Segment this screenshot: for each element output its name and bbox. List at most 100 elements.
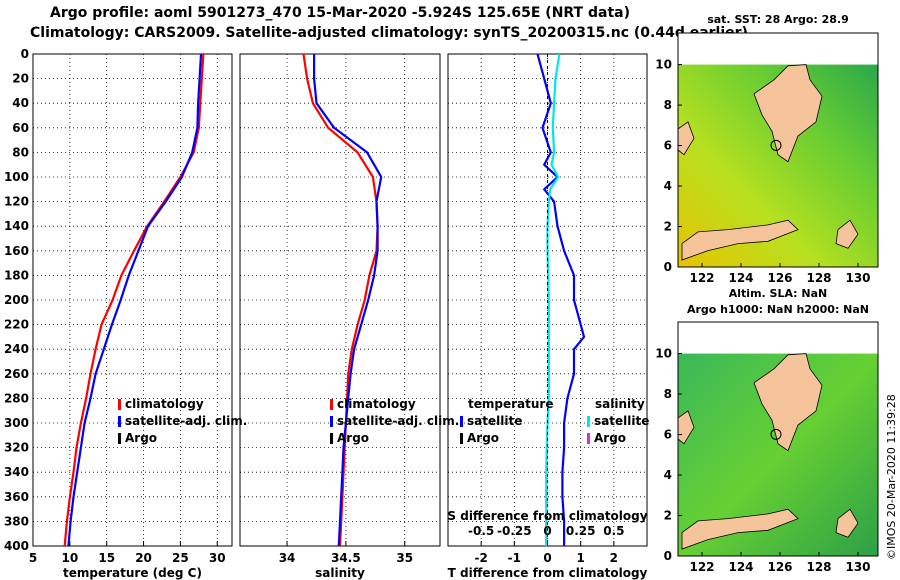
legend-heading-temperature: temperature bbox=[468, 397, 553, 411]
x-tick-label: 10 bbox=[62, 551, 79, 565]
x-tick-label: -2 bbox=[474, 551, 487, 565]
map-frame bbox=[677, 321, 879, 557]
map-y-tick-label: 6 bbox=[664, 428, 672, 442]
legend-label-argo: Argo bbox=[337, 431, 369, 445]
y-tick-label: 240 bbox=[4, 342, 29, 356]
legend-label-argo: Argo bbox=[594, 431, 626, 445]
map-y-tick-label: 2 bbox=[664, 509, 672, 523]
x-tick-label: 0 bbox=[543, 551, 551, 565]
legend-swatch-satellite bbox=[330, 416, 333, 427]
y-tick-label: 380 bbox=[4, 514, 29, 528]
land-mindanao bbox=[753, 353, 823, 452]
map-y-tick-label: 8 bbox=[664, 98, 672, 112]
y-tick-label: 280 bbox=[4, 391, 29, 405]
map-x-tick-label: 126 bbox=[767, 560, 792, 574]
y-tick-label: 160 bbox=[4, 244, 29, 258]
s-tick-label: 0.25 bbox=[566, 524, 596, 538]
series-climatology bbox=[63, 53, 205, 547]
argo-location-marker bbox=[770, 428, 782, 440]
series-satellite bbox=[67, 53, 203, 547]
land-halmahera bbox=[835, 219, 859, 249]
map-x-tick-label: 126 bbox=[767, 271, 792, 285]
y-tick-label: 360 bbox=[4, 490, 29, 504]
x-axis-label: T difference from climatology bbox=[448, 566, 648, 580]
y-tick-label: 340 bbox=[4, 465, 29, 479]
map-y-tick-label: 0 bbox=[664, 260, 672, 274]
map-x-tick-label: 124 bbox=[728, 560, 753, 574]
map-y-tick-label: 4 bbox=[664, 179, 672, 193]
map-y-tick-label: 0 bbox=[664, 549, 672, 563]
s-tick-label: 0.5 bbox=[603, 524, 624, 538]
legend-swatch-satellite bbox=[460, 416, 463, 427]
legend-swatch-satellite bbox=[118, 416, 121, 427]
legend-swatch-argo bbox=[460, 433, 463, 444]
chart-title-line2: Climatology: CARS2009. Satellite-adjuste… bbox=[30, 25, 748, 41]
map-frame bbox=[677, 32, 879, 268]
legend-heading-salinity: salinity bbox=[595, 397, 645, 411]
map-x-tick-label: 130 bbox=[845, 271, 870, 285]
y-tick-label: 40 bbox=[12, 96, 29, 110]
map-title: Argo h1000: NaN h2000: NaN bbox=[687, 303, 869, 316]
x-tick-label: 34.5 bbox=[331, 551, 361, 565]
legend-swatch-climatology bbox=[330, 399, 333, 410]
x-tick-label: -1 bbox=[508, 551, 521, 565]
legend-label-satellite: satellite-adj. clim. bbox=[125, 414, 247, 428]
legend-swatch-argo bbox=[587, 433, 590, 444]
y-tick-label: 120 bbox=[4, 195, 29, 209]
legend-label-climatology: climatology bbox=[337, 397, 416, 411]
x-tick-label: 15 bbox=[98, 551, 115, 565]
legend-swatch-argo bbox=[118, 433, 121, 444]
y-tick-label: 400 bbox=[4, 539, 29, 553]
map-x-tick-label: 122 bbox=[689, 271, 714, 285]
x-axis-label: salinity bbox=[315, 566, 365, 580]
y-tick-label: 300 bbox=[4, 416, 29, 430]
panel-frame bbox=[32, 53, 233, 547]
y-tick-label: 200 bbox=[4, 293, 29, 307]
map-y-tick-label: 2 bbox=[664, 220, 672, 234]
legend-label-argo: Argo bbox=[125, 431, 157, 445]
map-x-tick-label: 128 bbox=[806, 560, 831, 574]
map-y-tick-label: 10 bbox=[655, 58, 672, 72]
land-halmahera bbox=[835, 508, 859, 538]
s-axis-label: S difference from climatology bbox=[447, 509, 647, 523]
x-tick-label: 5 bbox=[29, 551, 37, 565]
y-tick-label: 0 bbox=[21, 47, 29, 61]
map-x-tick-label: 128 bbox=[806, 271, 831, 285]
x-tick-label: 30 bbox=[209, 551, 226, 565]
y-tick-label: 20 bbox=[12, 72, 29, 86]
series-temperature-satellite bbox=[536, 53, 586, 546]
map-x-tick-label: 124 bbox=[728, 271, 753, 285]
map-0: sat. SST: 28 Argo: 28.9 122 124 126 128 130 0 2… bbox=[655, 13, 879, 285]
map-y-tick-label: 8 bbox=[664, 387, 672, 401]
map-x-tick-label: 130 bbox=[845, 560, 870, 574]
chart-title-line1: Argo profile: aoml 5901273_470 15-Mar-20… bbox=[50, 5, 630, 21]
map-y-tick-label: 10 bbox=[655, 347, 672, 361]
x-tick-label: 1 bbox=[576, 551, 584, 565]
y-tick-label: 140 bbox=[4, 219, 29, 233]
map-y-tick-label: 6 bbox=[664, 139, 672, 153]
series-climatology bbox=[302, 53, 379, 547]
y-tick-label: 60 bbox=[12, 121, 29, 135]
map-x-tick-label: 122 bbox=[689, 560, 714, 574]
x-tick-label: 25 bbox=[172, 551, 189, 565]
legend-swatch-argo bbox=[330, 433, 333, 444]
x-tick-label: 35 bbox=[396, 551, 413, 565]
panel-difference: -2 -1 0 1 2T difference from climatology -0.5… bbox=[447, 53, 649, 580]
legend-swatch-climatology bbox=[118, 399, 121, 410]
map-1: Altim. SLA: NaN Argo h1000: NaN h2000: Na… bbox=[655, 287, 879, 574]
y-tick-label: 260 bbox=[4, 367, 29, 381]
panel-salinity: 34 34.5 35 salinity climatology satellite-adj… bbox=[239, 53, 459, 580]
s-tick-label: -0.25 bbox=[497, 524, 532, 538]
legend-label-climatology: climatology bbox=[125, 397, 204, 411]
argo-location-marker bbox=[770, 139, 782, 151]
legend-label-satellite: satellite-adj. clim. bbox=[337, 414, 459, 428]
series-salinity-satellite bbox=[545, 53, 561, 546]
map-title: Altim. SLA: NaN bbox=[729, 287, 828, 300]
map-title: sat. SST: 28 Argo: 28.9 bbox=[707, 13, 849, 26]
legend-label-satellite: satellite bbox=[594, 414, 649, 428]
panel-temperature: 5 10 15 20 25 30 temperature (deg C) climatolog… bbox=[4, 47, 247, 580]
series-satellite bbox=[313, 54, 383, 547]
x-axis-label: temperature (deg C) bbox=[63, 566, 202, 580]
legend-label-argo: Argo bbox=[467, 431, 499, 445]
x-tick-label: 34 bbox=[279, 551, 296, 565]
